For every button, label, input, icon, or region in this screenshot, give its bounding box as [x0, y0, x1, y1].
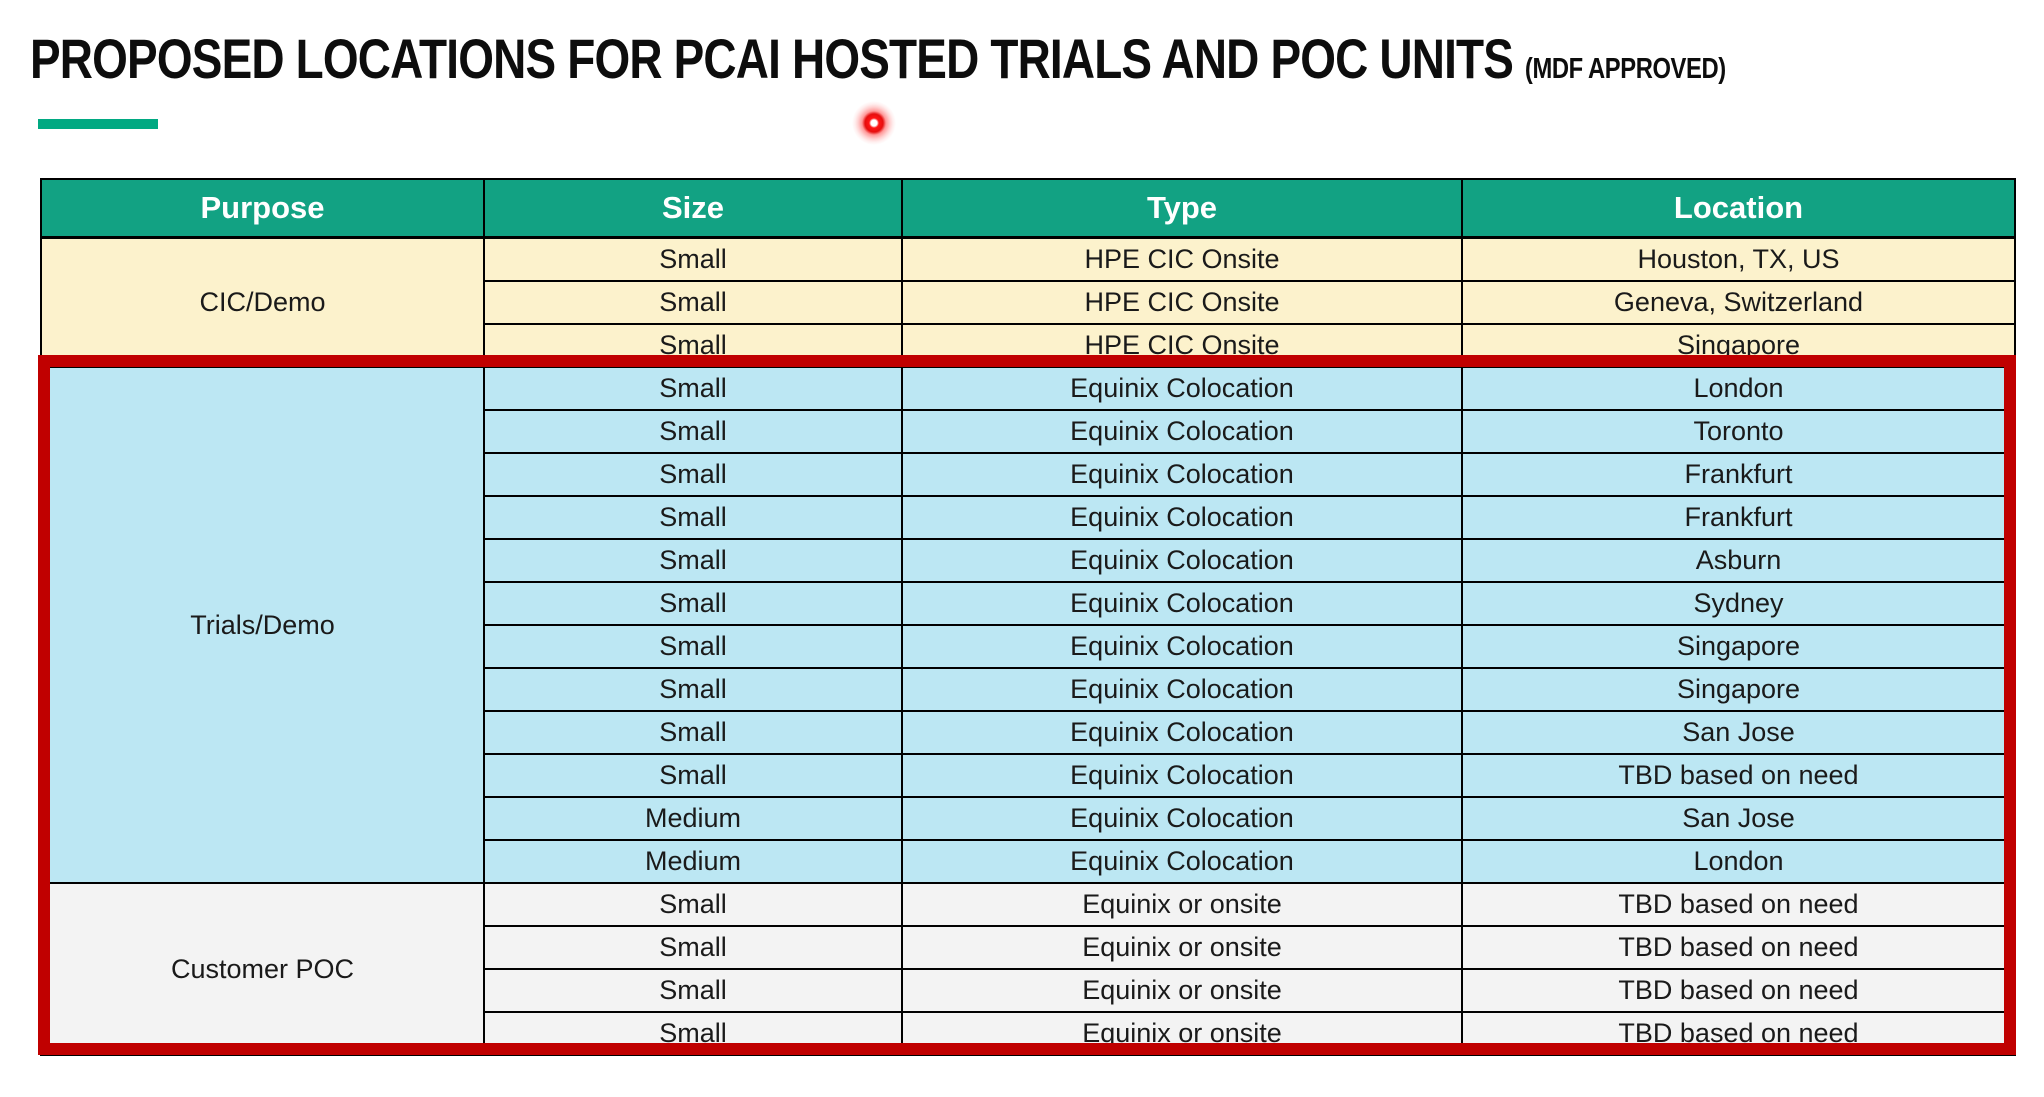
- table-header-row: Purpose Size Type Location: [40, 178, 2016, 239]
- size-cell: Small: [483, 538, 903, 583]
- table-row: CIC/Demo Small HPE CIC Onsite Houston, TX, …: [40, 236, 2016, 368]
- type-cell: Equinix Colocation: [901, 409, 1463, 454]
- location-cell: San Jose: [1461, 796, 2016, 841]
- type-cell: Equinix or onsite: [901, 882, 1463, 927]
- table-header-row: Purpose Size Type Location: [40, 178, 2016, 239]
- size-cell: Small: [483, 882, 903, 927]
- size-cell: Medium: [483, 839, 903, 884]
- size-cell: Small: [483, 495, 903, 540]
- table-row: Medium Equinix Colocation London: [41, 839, 2016, 884]
- purpose-cell: Trials/Demo: [40, 366, 485, 884]
- table-row: Small Equinix Colocation Frankfurt: [41, 452, 2016, 497]
- location-cell: Singapore: [1461, 624, 2016, 669]
- table-body: CIC/Demo Small HPE CIC Onsite Houston, TX, …: [40, 236, 2016, 1056]
- type-cell: Equinix Colocation: [901, 624, 1463, 669]
- table-row: Small Equinix Colocation TBD based on need: [41, 753, 2016, 798]
- table-row: Trials/Demo Small Equinix Colocation London: [40, 366, 2016, 884]
- type-cell: Equinix Colocation: [901, 667, 1463, 712]
- page-title: PROPOSED LOCATIONS FOR PCAI HOSTED TRIAL…: [30, 27, 1514, 90]
- type-cell: Equinix Colocation: [901, 495, 1463, 540]
- size-cell: Small: [483, 925, 903, 970]
- column-header-purpose: Purpose: [40, 178, 485, 239]
- type-cell: Equinix Colocation: [901, 796, 1463, 841]
- size-cell: Small: [483, 968, 903, 1013]
- location-cell: TBD based on need: [1461, 1011, 2016, 1056]
- size-cell: Small: [483, 323, 903, 368]
- table-row: Small Equinix Colocation Sydney: [41, 581, 2016, 626]
- table-row: Small Equinix Colocation Singapore: [41, 624, 2016, 669]
- location-cell: Houston, TX, US: [1461, 236, 2016, 282]
- size-cell: Small: [483, 280, 903, 325]
- type-cell: Equinix Colocation: [901, 839, 1463, 884]
- location-cell: Frankfurt: [1461, 452, 2016, 497]
- size-cell: Small: [483, 366, 903, 411]
- location-cell: TBD based on need: [1461, 968, 2016, 1013]
- size-cell: Small: [483, 624, 903, 669]
- column-header-location: Location: [1461, 178, 2016, 239]
- location-cell: Asburn: [1461, 538, 2016, 583]
- location-cell: Singapore: [1461, 323, 2016, 368]
- location-cell: TBD based on need: [1461, 753, 2016, 798]
- type-cell: Equinix Colocation: [901, 710, 1463, 755]
- type-cell: HPE CIC Onsite: [901, 280, 1463, 325]
- type-cell: Equinix Colocation: [901, 366, 1463, 411]
- table-row: Small Equinix Colocation Singapore: [41, 667, 2016, 712]
- location-cell: TBD based on need: [1461, 882, 2016, 927]
- type-cell: Equinix or onsite: [901, 925, 1463, 970]
- size-cell: Small: [483, 452, 903, 497]
- location-cell: TBD based on need: [1461, 925, 2016, 970]
- type-cell: Equinix or onsite: [901, 1011, 1463, 1056]
- laser-pointer-dot-icon: [852, 101, 896, 145]
- location-cell: London: [1461, 366, 2016, 411]
- column-header-size: Size: [483, 178, 903, 239]
- column-header-type: Type: [901, 178, 1463, 239]
- table-row: Small Equinix Colocation Frankfurt: [41, 495, 2016, 540]
- type-cell: HPE CIC Onsite: [901, 323, 1463, 368]
- size-cell: Small: [483, 753, 903, 798]
- table-row: Small Equinix Colocation Asburn: [41, 538, 2016, 583]
- size-cell: Small: [483, 710, 903, 755]
- type-cell: Equinix Colocation: [901, 581, 1463, 626]
- table-row: Medium Equinix Colocation San Jose: [41, 796, 2016, 841]
- location-cell: Geneva, Switzerland: [1461, 280, 2016, 325]
- location-cell: Singapore: [1461, 667, 2016, 712]
- location-cell: San Jose: [1461, 710, 2016, 755]
- type-cell: HPE CIC Onsite: [901, 236, 1463, 282]
- type-cell: Equinix Colocation: [901, 753, 1463, 798]
- size-cell: Small: [483, 581, 903, 626]
- size-cell: Small: [483, 409, 903, 454]
- location-cell: Sydney: [1461, 581, 2016, 626]
- purpose-cell: Customer POC: [40, 882, 485, 1056]
- location-cell: London: [1461, 839, 2016, 884]
- size-cell: Small: [483, 236, 903, 282]
- type-cell: Equinix Colocation: [901, 538, 1463, 583]
- location-cell: Frankfurt: [1461, 495, 2016, 540]
- purpose-cell: CIC/Demo: [40, 236, 485, 368]
- size-cell: Small: [483, 667, 903, 712]
- table-row: Small HPE CIC Onsite Geneva, Switzerland: [41, 280, 2016, 325]
- table-row: Small Equinix or onsite TBD based on need: [41, 968, 2016, 1013]
- table-row: Small Equinix or onsite TBD based on need: [41, 925, 2016, 970]
- size-cell: Small: [483, 1011, 903, 1056]
- type-cell: Equinix Colocation: [901, 452, 1463, 497]
- title-block: PROPOSED LOCATIONS FOR PCAI HOSTED TRIAL…: [30, 26, 1726, 91]
- locations-table: Purpose Size Type Location CIC/Demo Small HPE…: [40, 178, 2016, 1056]
- page-title-suffix: (MDF APPROVED): [1524, 53, 1726, 85]
- table-row: Customer POC Small Equinix or onsite TBD ba…: [40, 882, 2016, 1056]
- table-row: Small Equinix Colocation Toronto: [41, 409, 2016, 454]
- type-cell: Equinix or onsite: [901, 968, 1463, 1013]
- accent-underline-bar: [38, 119, 158, 129]
- location-cell: Toronto: [1461, 409, 2016, 454]
- size-cell: Medium: [483, 796, 903, 841]
- table-row: Small Equinix Colocation San Jose: [41, 710, 2016, 755]
